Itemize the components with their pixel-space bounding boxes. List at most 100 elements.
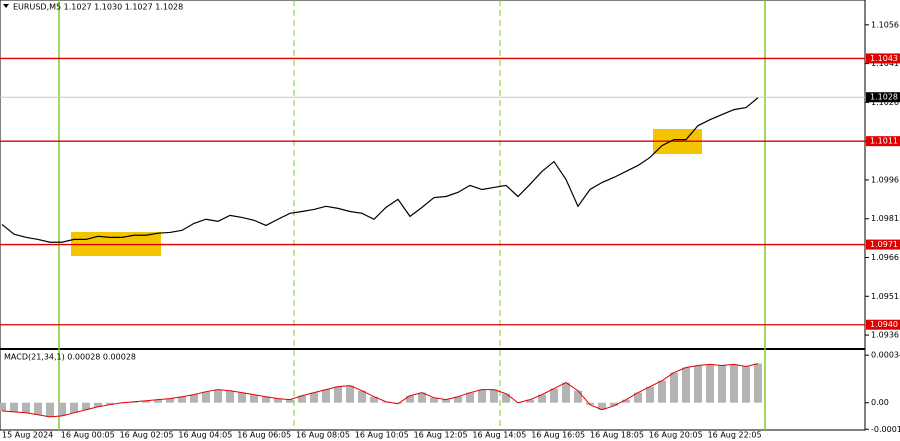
macd-bar	[250, 394, 258, 403]
macd-bar	[10, 402, 18, 412]
macd-bar	[370, 396, 378, 403]
y-tick-label: 1.0981	[871, 214, 899, 223]
macd-bar	[0, 402, 6, 411]
level-label: 1.1043	[870, 54, 898, 63]
y-tick-label: 1.0951	[871, 292, 899, 301]
macd-bar	[502, 393, 510, 403]
macd-bar	[694, 365, 702, 403]
x-tick-label: 16 Aug 20:05	[649, 431, 703, 440]
chart-title: EURUSD,M5 1.1027 1.1030 1.1027 1.1028	[13, 3, 183, 12]
macd-bar	[214, 389, 222, 403]
y-tick-label: 1.0966	[871, 253, 899, 262]
x-tick-label: 16 Aug 18:05	[590, 431, 644, 440]
x-tick-label: 16 Aug 12:05	[414, 431, 468, 440]
macd-bar	[670, 372, 678, 403]
macd-bar	[46, 402, 54, 417]
macd-bar	[82, 402, 90, 410]
macd-bar	[478, 389, 486, 403]
macd-bar	[322, 389, 330, 403]
macd-bar	[730, 364, 738, 403]
macd-bar	[298, 395, 306, 403]
macd-bar	[190, 394, 198, 403]
macd-bar	[490, 389, 498, 403]
macd-bar	[634, 392, 642, 403]
macd-title: MACD(21,34,1) 0.00028 0.00028	[4, 353, 136, 362]
x-tick-label: 16 Aug 02:05	[120, 431, 174, 440]
macd-bar	[166, 398, 174, 403]
level-label: 1.0971	[870, 240, 898, 249]
macd-bar	[286, 399, 294, 403]
macd-bar	[94, 402, 102, 407]
macd-bar	[442, 399, 450, 403]
macd-bar	[358, 390, 366, 403]
menu-arrow	[3, 4, 9, 8]
level-tag	[866, 136, 900, 147]
macd-bar	[70, 402, 78, 413]
x-tick-label: 16 Aug 16:05	[531, 431, 585, 440]
macd-bar	[718, 365, 726, 403]
macd-bar	[262, 396, 270, 403]
y-tick-label: 1.1056	[871, 20, 899, 29]
macd-bar	[454, 396, 462, 403]
plot-frame	[0, 0, 866, 431]
macd-bar	[562, 382, 570, 403]
macd-bar	[310, 392, 318, 403]
x-tick-label: 16 Aug 06:05	[237, 431, 291, 440]
y-tick-label: -0.00019	[871, 425, 900, 434]
x-tick-label: 16 Aug 08:05	[296, 431, 350, 440]
macd-bar	[658, 380, 666, 403]
macd-bar	[538, 394, 546, 403]
macd-bar	[142, 400, 150, 403]
macd-bar	[58, 402, 66, 416]
macd-bar	[574, 390, 582, 403]
macd-bar	[34, 402, 42, 415]
x-tick-label: 15 Aug 2024	[2, 431, 53, 440]
macd-bar	[550, 388, 558, 403]
macd-bar	[706, 364, 714, 403]
y-tick-label: 1.1041	[871, 59, 899, 68]
level-label: 1.0940	[870, 320, 898, 329]
macd-bar	[178, 396, 186, 403]
level-tag	[866, 53, 900, 64]
macd-bar	[598, 402, 606, 410]
price-line	[1, 97, 759, 243]
macd-bar	[334, 386, 342, 403]
y-tick-label: 0.00	[871, 398, 889, 407]
level-tag	[866, 319, 900, 330]
y-tick-label: 0.00034	[871, 351, 900, 360]
macd-bar	[274, 398, 282, 403]
level-tag	[866, 239, 900, 250]
macd-bar	[610, 402, 618, 406]
level-label: 1.1011	[870, 137, 898, 146]
macd-bar	[22, 402, 30, 413]
x-tick-label: 16 Aug 14:05	[472, 431, 526, 440]
x-tick-label: 16 Aug 00:05	[61, 431, 115, 440]
macd-bar	[226, 390, 234, 403]
x-tick-label: 16 Aug 22:05	[708, 431, 762, 440]
macd-bar	[466, 392, 474, 403]
macd-bar	[202, 391, 210, 403]
last-price-label: 1.1028	[870, 93, 898, 102]
macd-bar	[682, 367, 690, 403]
macd-bar	[754, 363, 762, 403]
macd-bar	[106, 402, 114, 405]
macd-bar	[646, 386, 654, 403]
macd-bar	[526, 399, 534, 403]
signal-line	[1, 363, 759, 418]
macd-bar	[346, 385, 354, 403]
y-tick-label: 1.0936	[871, 331, 899, 340]
macd-bar	[742, 366, 750, 403]
x-tick-label: 16 Aug 04:05	[178, 431, 232, 440]
macd-bar	[586, 402, 594, 405]
y-tick-label: 1.1026	[871, 98, 899, 107]
macd-bar	[238, 392, 246, 403]
y-tick-label: 1.0996	[871, 175, 899, 184]
macd-bar	[406, 395, 414, 403]
last-price-tag	[866, 92, 900, 103]
x-tick-label: 16 Aug 10:05	[355, 431, 409, 440]
macd-bar	[418, 392, 426, 403]
macd-bar	[154, 399, 162, 403]
macd-bar	[622, 399, 630, 403]
macd-bar	[430, 397, 438, 403]
